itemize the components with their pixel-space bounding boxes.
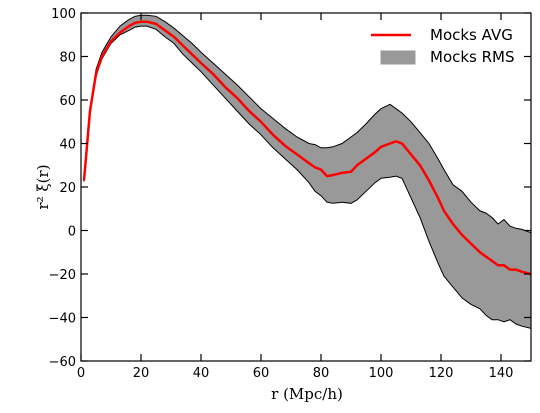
x-tick-label: 60 xyxy=(253,366,270,381)
x-tick-label: 100 xyxy=(369,366,394,381)
avg-line xyxy=(82,20,532,276)
tick-layer: 0 20 40 60 80 100 120 140 −60 −40 −20 0 20 40 60 80 100 xyxy=(49,7,531,381)
x-tick-label: 120 xyxy=(429,366,454,381)
y-axis-label: r² ξ(r) xyxy=(34,164,52,209)
y-tick-label: 0 xyxy=(68,225,76,240)
x-tick-label: 0 xyxy=(77,366,85,381)
plot-frame xyxy=(80,12,532,362)
avg-line-layer xyxy=(82,20,532,276)
y-tick-label: 40 xyxy=(59,138,76,153)
legend-avg-label: Mocks AVG xyxy=(430,26,513,44)
legend: Mocks AVG Mocks RMS xyxy=(371,26,515,66)
y-tick-label: −20 xyxy=(49,268,76,283)
y-tick-label: −60 xyxy=(49,355,76,370)
y-tick-label: 60 xyxy=(59,94,76,109)
x-tick-label: 40 xyxy=(193,366,210,381)
x-axis-label: r (Mpc/h) xyxy=(271,385,343,403)
rms-band-lower-edge xyxy=(83,25,532,329)
x-tick-label: 20 xyxy=(133,366,150,381)
x-tick-label: 140 xyxy=(489,366,514,381)
y-tick-label: 100 xyxy=(51,7,76,22)
legend-rms-label: Mocks RMS xyxy=(430,48,515,66)
rms-band-upper-edge xyxy=(83,14,532,234)
rms-band xyxy=(84,15,531,329)
x-tick-label: 80 xyxy=(313,366,330,381)
y-tick-label: −40 xyxy=(49,312,76,327)
rms-band-layer xyxy=(83,14,532,329)
y-tick-label: 80 xyxy=(59,51,76,66)
y-tick-label: 20 xyxy=(59,181,76,196)
legend-rms-swatch xyxy=(380,50,416,65)
